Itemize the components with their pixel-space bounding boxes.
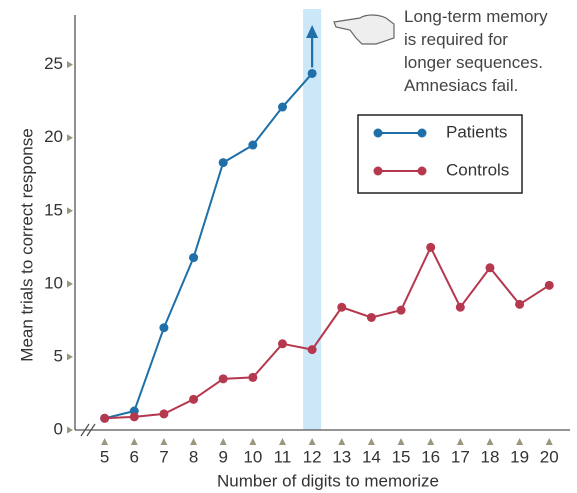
point [189, 395, 198, 404]
x-tick [131, 438, 138, 445]
y-tick [67, 427, 73, 434]
y-tick-label: 20 [44, 127, 63, 146]
x-tick-label: 15 [392, 447, 411, 466]
series-line [105, 73, 312, 418]
y-tick [67, 134, 73, 141]
point [278, 339, 287, 348]
y-tick [67, 207, 73, 214]
y-tick-label: 0 [54, 419, 63, 438]
x-tick [398, 438, 405, 445]
x-tick [249, 438, 256, 445]
x-tick [309, 438, 316, 445]
x-tick [101, 438, 108, 445]
x-tick [220, 438, 227, 445]
legend-marker [374, 129, 383, 138]
legend-label: Patients [446, 122, 507, 141]
x-tick-label: 13 [332, 447, 351, 466]
x-tick-label: 6 [130, 447, 139, 466]
y-tick [67, 280, 73, 287]
legend-marker [418, 129, 427, 138]
x-tick [338, 438, 345, 445]
annotation-line: Amnesiacs fail. [404, 76, 518, 95]
point [100, 414, 109, 423]
point [248, 373, 257, 382]
annotation-line: Long-term memory [404, 7, 548, 26]
point [337, 303, 346, 312]
point [159, 409, 168, 418]
y-tick-label: 5 [54, 346, 63, 365]
x-axis-label: Number of digits to memorize [217, 471, 439, 490]
x-tick-label: 8 [189, 447, 198, 466]
series-line [105, 247, 550, 418]
legend-marker [374, 167, 383, 176]
point [278, 103, 287, 112]
point [397, 306, 406, 315]
x-tick-label: 12 [303, 447, 322, 466]
y-tick-label: 10 [44, 273, 63, 292]
y-tick [67, 61, 73, 68]
point [308, 345, 317, 354]
x-tick [368, 438, 375, 445]
x-tick-label: 14 [362, 447, 381, 466]
x-tick-label: 11 [274, 447, 292, 466]
x-tick-label: 5 [100, 447, 109, 466]
point [515, 300, 524, 309]
point [219, 374, 228, 383]
point [248, 141, 257, 150]
x-tick [457, 438, 464, 445]
chart: Mean trials to correct response Number o… [0, 0, 577, 493]
y-axis-label: Mean trials to correct response [17, 128, 36, 361]
legend-label: Controls [446, 160, 509, 179]
x-tick-label: 16 [421, 447, 440, 466]
x-tick-label: 20 [540, 447, 559, 466]
x-tick [546, 438, 553, 445]
point [426, 243, 435, 252]
y-tick [67, 353, 73, 360]
point [130, 412, 139, 421]
legend-marker [418, 167, 427, 176]
point [456, 303, 465, 312]
point [159, 323, 168, 332]
hand-icon [334, 15, 394, 44]
point [485, 263, 494, 272]
point [367, 313, 376, 322]
point [308, 69, 317, 78]
x-tick-label: 9 [218, 447, 227, 466]
x-tick [279, 438, 286, 445]
x-tick [427, 438, 434, 445]
point [545, 281, 554, 290]
x-tick-label: 17 [451, 447, 470, 466]
y-tick-label: 15 [44, 200, 63, 219]
annotation-line: longer sequences. [404, 53, 543, 72]
y-tick-label: 25 [44, 54, 63, 73]
annotation: Long-term memory is required for longer se… [404, 7, 548, 95]
point [219, 158, 228, 167]
x-tick [516, 438, 523, 445]
x-tick-label: 18 [481, 447, 500, 466]
x-tick [160, 438, 167, 445]
x-tick-label: 10 [243, 447, 262, 466]
x-tick-label: 19 [510, 447, 529, 466]
x-tick [190, 438, 197, 445]
annotation-line: is required for [404, 30, 508, 49]
x-tick-label: 7 [159, 447, 168, 466]
point [189, 253, 198, 262]
x-tick [486, 438, 493, 445]
